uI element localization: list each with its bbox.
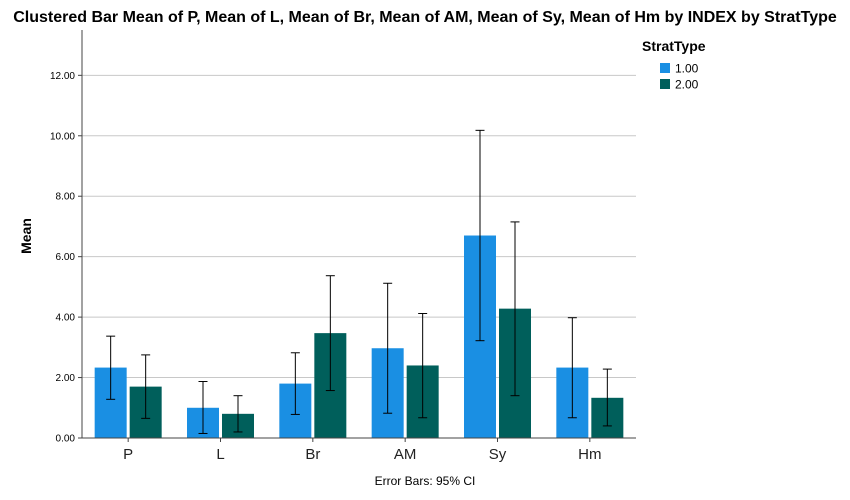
legend-swatch-2.00 <box>660 79 670 89</box>
y-tick-label: 10.00 <box>50 131 75 142</box>
y-tick-label: 12.00 <box>50 71 75 82</box>
legend-swatch-1.00 <box>660 63 670 73</box>
x-axis-ticks: P L Br AM Sy Hm <box>123 438 601 463</box>
bars <box>94 235 624 438</box>
error-bars-footnote: Error Bars: 95% CI <box>375 474 476 488</box>
y-tick-label: 8.00 <box>56 192 76 203</box>
y-tick-label: 4.00 <box>56 313 76 324</box>
x-tick-label: Br <box>305 446 320 463</box>
x-tick-label: AM <box>394 446 417 463</box>
y-axis-ticks: 0.00 2.00 4.00 6.00 8.00 10.00 12.00 <box>50 71 82 445</box>
error-bars <box>106 129 612 434</box>
y-axis-label: Mean <box>18 218 34 254</box>
x-tick-label: L <box>216 446 224 463</box>
legend-title: StratType <box>642 38 706 54</box>
chart-title: Clustered Bar Mean of P, Mean of L, Mean… <box>13 9 837 26</box>
legend-label: 1.00 <box>675 62 699 76</box>
plot-area <box>82 30 636 438</box>
gridlines <box>82 74 636 379</box>
y-tick-label: 6.00 <box>56 252 76 263</box>
x-tick-label: Hm <box>578 446 601 463</box>
y-tick-label: 2.00 <box>56 373 76 384</box>
y-tick-label: 0.00 <box>56 434 76 445</box>
x-tick-label: P <box>123 446 133 463</box>
legend: StratType 1.00 2.00 <box>642 38 706 92</box>
x-tick-label: Sy <box>489 446 507 463</box>
legend-label: 2.00 <box>675 78 699 92</box>
